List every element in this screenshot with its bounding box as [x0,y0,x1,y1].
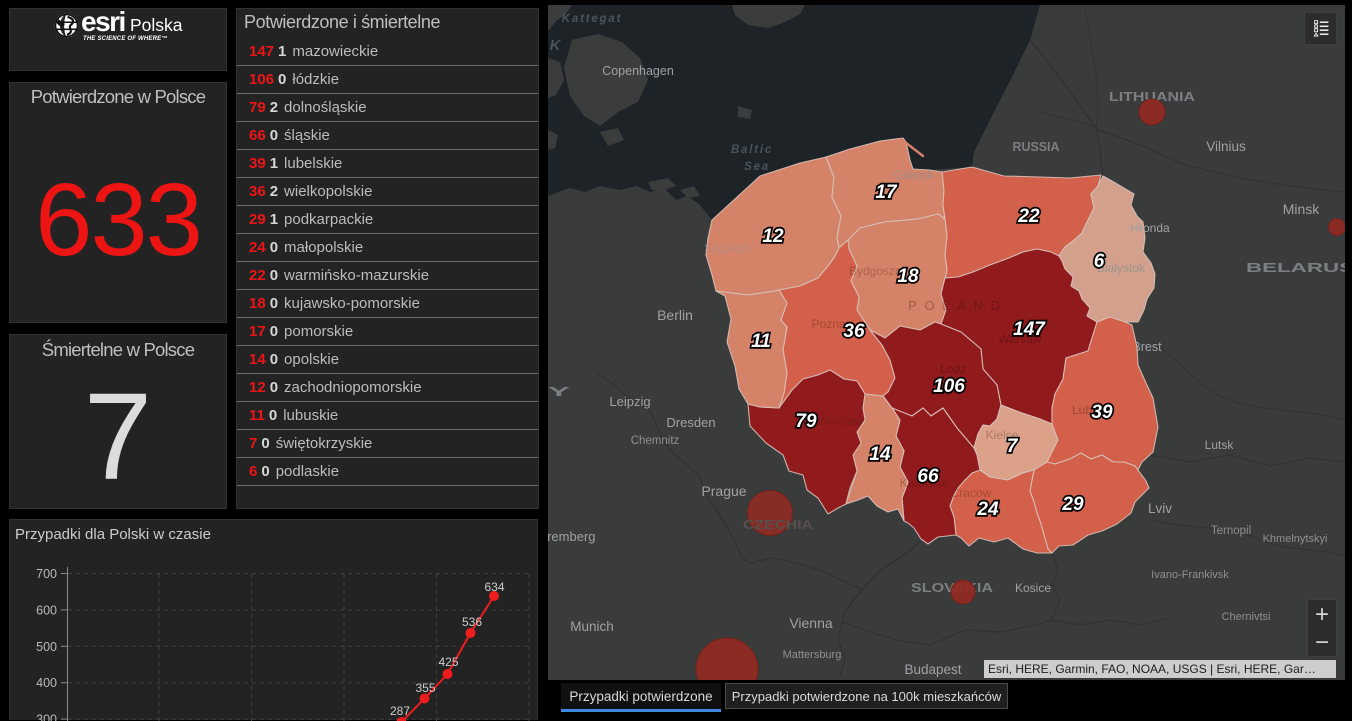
svg-text:Minsk: Minsk [1283,201,1321,217]
svg-text:634: 634 [485,580,505,594]
svg-text:Lublin: Lublin [1072,403,1104,417]
svg-text:BELARUS: BELARUS [1246,261,1345,275]
svg-text:CZECHIA: CZECHIA [743,518,813,532]
svg-text:Ternopil: Ternopil [1211,525,1251,537]
svg-text:66: 66 [917,466,939,487]
svg-text:Copenhagen: Copenhagen [602,64,674,78]
svg-text:22: 22 [1017,206,1040,227]
svg-text:Hronda: Hronda [1130,221,1170,235]
svg-text:RUSSIA: RUSSIA [1013,140,1060,154]
svg-text:300: 300 [36,713,57,721]
svg-text:Sea: Sea [744,161,770,173]
svg-text:Nuremberg: Nuremberg [548,529,596,544]
svg-text:500: 500 [36,640,57,654]
svg-text:LITHUANIA: LITHUANIA [1109,90,1195,104]
svg-text:Kielce: Kielce [986,428,1019,442]
svg-text:536: 536 [462,615,482,629]
svg-text:12: 12 [762,226,784,247]
svg-text:400: 400 [36,676,57,690]
svg-text:14: 14 [869,444,891,465]
svg-text:147: 147 [1013,319,1046,340]
svg-text:Bialystok: Bialystok [1097,261,1146,275]
svg-text:Leipzig: Leipzig [609,394,650,409]
svg-text:Berlin: Berlin [657,307,693,323]
svg-text:Chernivtsi: Chernivtsi [1222,611,1271,623]
svg-text:11: 11 [751,331,771,352]
svg-text:Lutsk: Lutsk [1205,438,1235,452]
svg-text:Vienna: Vienna [789,615,833,631]
svg-text:Mattersburg: Mattersburg [783,649,842,661]
svg-text:Wroclaw: Wroclaw [817,414,863,428]
svg-text:Budapest: Budapest [904,662,961,677]
svg-text:Lodz: Lodz [940,362,966,376]
svg-text:K: K [550,37,563,54]
svg-text:17: 17 [875,182,898,203]
svg-text:Warsaw: Warsaw [999,332,1042,346]
svg-text:Munich: Munich [570,619,614,634]
svg-text:24: 24 [976,499,999,520]
svg-text:Katowice: Katowice [900,476,949,490]
svg-text:287: 287 [390,704,410,718]
svg-text:Lviv: Lviv [1148,501,1172,516]
svg-text:Chemnitz: Chemnitz [631,435,680,447]
svg-text:18: 18 [897,266,919,287]
svg-text:Baltic: Baltic [731,144,773,156]
svg-text:79: 79 [795,411,817,432]
svg-text:Gdansk: Gdansk [894,170,934,182]
svg-text:7: 7 [1007,436,1019,457]
svg-text:Vilnius: Vilnius [1206,139,1246,154]
svg-text:Poznan: Poznan [812,317,853,331]
svg-text:POLAND: POLAND [908,299,1007,313]
svg-text:Prague: Prague [701,483,746,499]
svg-text:Kattegat: Kattegat [562,13,622,25]
svg-text:Ivano-Frankivsk: Ivano-Frankivsk [1151,569,1229,581]
svg-text:355: 355 [416,681,436,695]
svg-text:39: 39 [1091,402,1113,423]
svg-text:700: 700 [36,567,57,581]
svg-text:Dresden: Dresden [666,415,715,430]
svg-text:GERMANY: GERMANY [548,385,572,399]
svg-text:Brest: Brest [1132,340,1162,354]
svg-text:425: 425 [439,655,459,669]
svg-text:Kosice: Kosice [1015,581,1051,595]
svg-text:106: 106 [933,376,965,397]
svg-text:Cracow: Cracow [951,486,992,500]
svg-text:600: 600 [36,603,57,617]
svg-text:Szczecin: Szczecin [704,243,750,255]
svg-text:36: 36 [843,321,865,342]
svg-text:29: 29 [1061,494,1084,515]
svg-text:6: 6 [1094,251,1105,272]
svg-text:Bydgoszcz: Bydgoszcz [849,264,907,278]
svg-text:Khmelnytskyi: Khmelnytskyi [1263,533,1328,545]
